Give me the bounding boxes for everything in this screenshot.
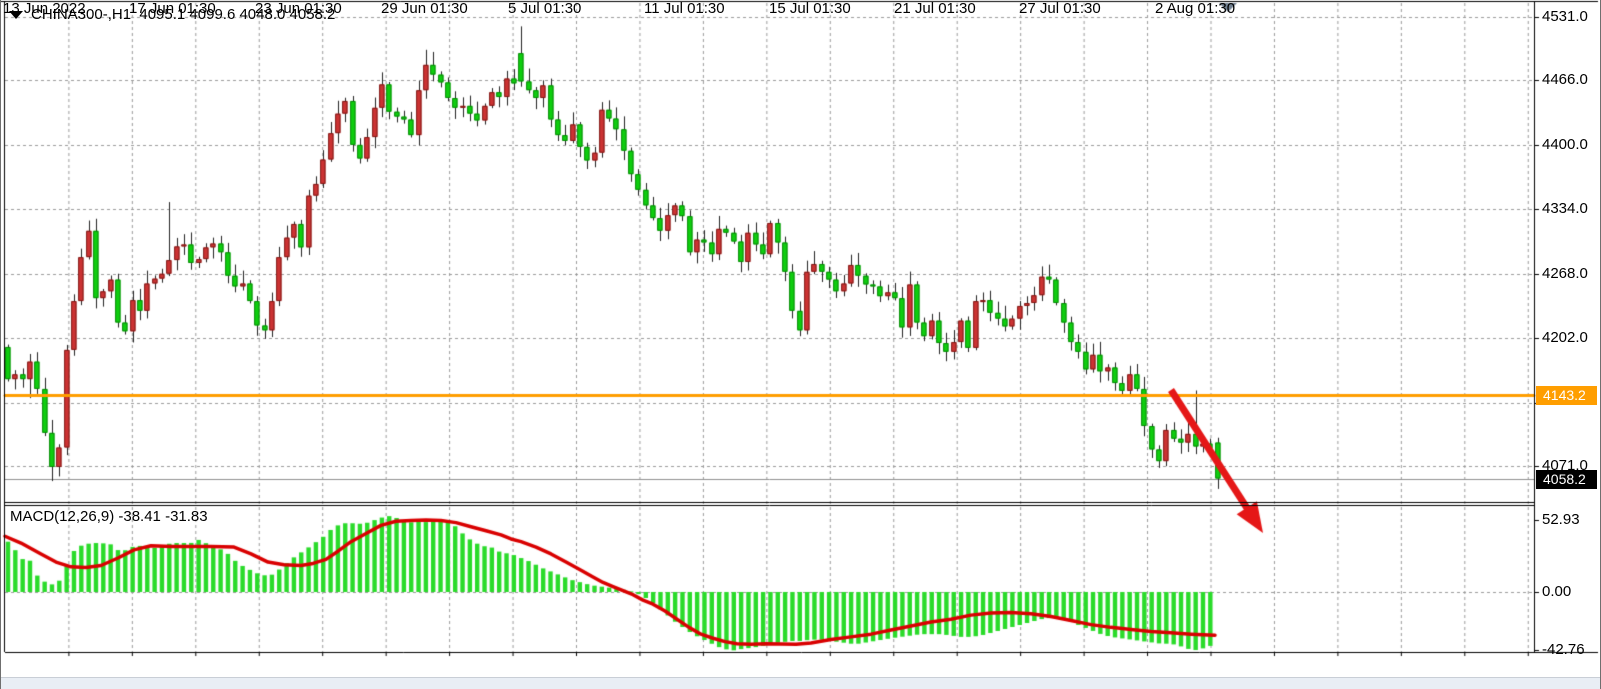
time-tick-label: 27 Jul 01:30 (1019, 0, 1101, 17)
symbol-dropdown-icon[interactable] (9, 10, 23, 19)
time-tick-label: 13 Jun 2022 (3, 0, 86, 17)
time-tick-label: 5 Jul 01:30 (508, 0, 582, 17)
time-tick-label: 23 Jun 01:30 (255, 0, 342, 17)
price-tick-label: 4268.0 (1542, 265, 1588, 282)
time-tick-label: 11 Jul 01:30 (644, 0, 725, 17)
price-tick-label: 4466.0 (1542, 71, 1588, 88)
price-tick-label: 4334.0 (1542, 200, 1588, 217)
price-tick-label: 4071.0 (1542, 457, 1588, 474)
time-tick-label: 29 Jun 01:30 (381, 0, 468, 17)
price-tick-label: 4202.0 (1542, 329, 1588, 346)
time-tick-label: 2 Aug 01:30 (1155, 0, 1236, 17)
chart-title: CHINA300-,H1 4095.1 4099.6 4048.0 4058.2 (31, 6, 336, 23)
time-tick-label: 21 Jul 01:30 (894, 0, 976, 17)
time-tick-label: 15 Jul 01:30 (769, 0, 851, 17)
price-tick-label: 4400.0 (1542, 136, 1588, 153)
chart-titlebar: CHINA300-,H1 4095.1 4099.6 4048.0 4058.2 (9, 6, 335, 23)
time-tick-label: 17 Jun 01:30 (129, 0, 216, 17)
price-tick-label: 4531.0 (1542, 8, 1588, 25)
